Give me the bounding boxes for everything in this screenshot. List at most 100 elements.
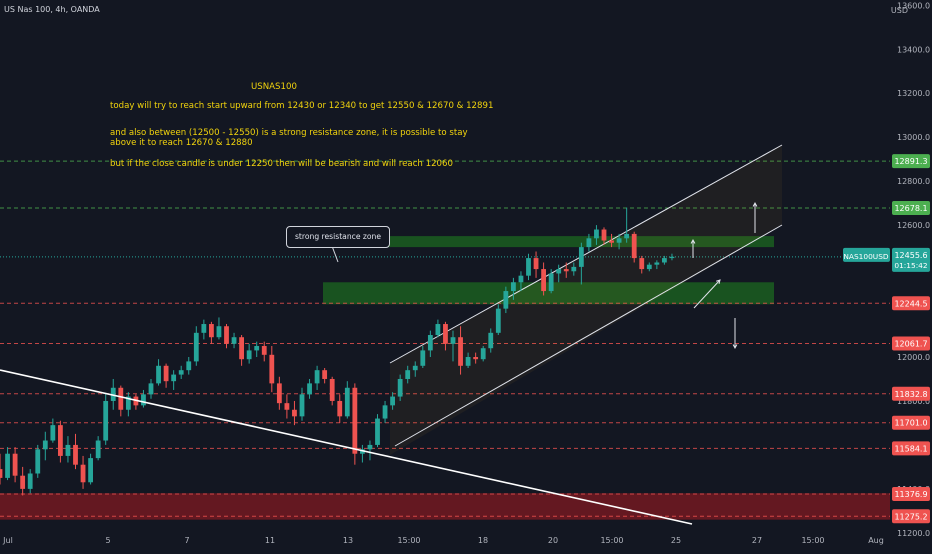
y-tick-label: 13000.0: [897, 133, 930, 142]
candle: [95, 440, 101, 459]
level-tag: [892, 296, 930, 311]
candle: [578, 247, 584, 267]
candle: [12, 453, 18, 476]
level-tag: [892, 200, 930, 215]
candle: [390, 396, 395, 406]
candle: [382, 405, 388, 419]
x-tick-label: Jul: [2, 536, 13, 545]
candle: [141, 394, 146, 406]
candle: [42, 440, 48, 450]
level-tag-label: 11832.8: [894, 390, 927, 399]
candle: [533, 258, 539, 270]
candle: [20, 475, 26, 489]
x-tick-label: 18: [478, 536, 488, 545]
candle: [503, 291, 509, 309]
candle: [292, 409, 297, 417]
candle: [88, 458, 93, 483]
candle: [526, 258, 531, 276]
x-tick-label: 25: [671, 536, 681, 545]
candle: [35, 449, 41, 474]
candle: [624, 233, 630, 239]
symbol-title: US Nas 100, 4h, OANDA: [4, 5, 100, 14]
candle: [58, 425, 63, 456]
candle: [488, 332, 494, 349]
x-tick-label: 5: [105, 536, 110, 545]
level-tag-label: 11376.9: [894, 490, 927, 499]
price-tag-value: 12455.6: [894, 251, 927, 260]
candle: [450, 337, 456, 344]
candle: [329, 378, 335, 401]
candle: [631, 233, 637, 259]
candle: [103, 400, 109, 441]
candle: [65, 444, 71, 456]
candle: [50, 425, 56, 441]
y-tick-label: 12000.0: [897, 353, 930, 362]
level-tag: [892, 154, 930, 169]
x-tick-label: 7: [184, 536, 189, 545]
candle: [473, 357, 479, 360]
candle: [110, 387, 116, 401]
level-tag: [892, 509, 930, 524]
x-tick-label: Aug: [868, 536, 884, 545]
y-tick-label: 11200.0: [897, 529, 930, 538]
candle: [639, 258, 645, 270]
candle: [186, 361, 192, 371]
zone-demand: [0, 493, 890, 520]
candle: [541, 269, 546, 292]
candle: [352, 387, 358, 454]
channel-upper: [389, 144, 783, 364]
level-tag-label: 11701.0: [894, 419, 927, 428]
y-tick-label: 12800.0: [897, 177, 930, 186]
level-tag: [892, 486, 930, 501]
candle: [594, 229, 599, 239]
candle: [412, 365, 418, 371]
candle: [518, 275, 524, 283]
resistance-callout[interactable]: strong resistance zone: [286, 226, 390, 248]
candle: [344, 387, 350, 417]
candle: [495, 308, 501, 333]
candle: [156, 365, 161, 384]
candle: [654, 262, 660, 265]
level-tag-label: 12678.1: [894, 204, 927, 213]
candle: [360, 449, 365, 454]
candle: [193, 332, 199, 362]
candle: [118, 387, 124, 410]
notes-line-3: above it to reach 12670 & 12880: [110, 138, 253, 148]
zone-resistance: [316, 236, 774, 248]
level-tag: [892, 415, 930, 430]
diagonal-arrow-head: [716, 279, 721, 285]
candle: [662, 258, 667, 263]
candle: [556, 269, 562, 274]
zone-support: [323, 282, 774, 305]
candle: [254, 346, 260, 351]
candle: [480, 348, 486, 360]
candle: [261, 346, 267, 355]
candle: [269, 354, 275, 384]
candle: [458, 337, 463, 366]
candle: [511, 282, 516, 292]
y-tick-label: 11800.0: [897, 397, 930, 406]
candle: [601, 229, 607, 241]
level-tag-label: 11275.2: [894, 512, 927, 521]
candle: [427, 335, 433, 351]
currency-label: USD: [890, 6, 908, 15]
y-tick-label: 13400.0: [897, 45, 930, 54]
candle: [669, 256, 675, 259]
candle: [465, 357, 471, 366]
callout-pointer: [331, 245, 339, 263]
symbol-tag: [843, 247, 890, 262]
candle: [307, 383, 312, 395]
candle: [548, 273, 554, 292]
candle: [405, 370, 411, 379]
notes-line-1: today will try to reach start upward fro…: [110, 101, 494, 111]
candle: [216, 326, 222, 338]
candle: [5, 453, 10, 478]
candle: [616, 238, 622, 243]
y-tick-label: 13200.0: [897, 89, 930, 98]
candle: [322, 370, 328, 379]
candle: [224, 326, 229, 344]
level-tag-label: 12061.7: [894, 339, 927, 348]
notes-line-4: but if the close candle is under 12250 t…: [110, 159, 453, 169]
